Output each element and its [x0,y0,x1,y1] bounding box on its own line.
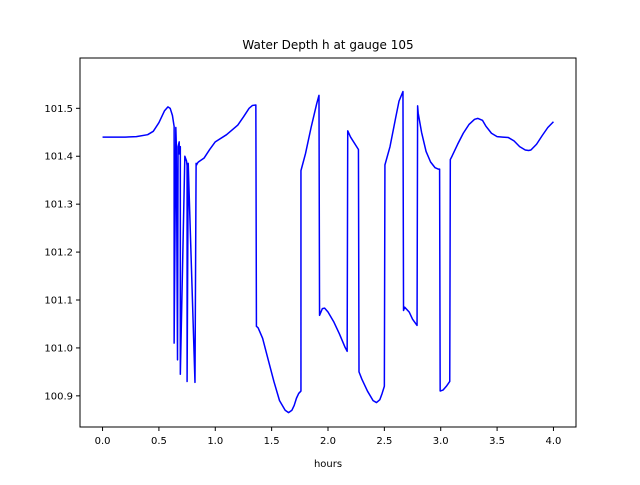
x-tick-label: 0.0 [95,436,111,447]
y-tick-label: 101.1 [44,296,73,307]
y-tick-label: 101.5 [44,104,73,115]
y-tick-label: 101.0 [44,343,73,354]
y-tick-label: 101.2 [44,248,73,259]
y-tick-label: 101.4 [44,152,73,163]
series-line-0 [102,90,554,414]
axes-frame [79,57,577,428]
x-tick-label: 3.0 [433,436,449,447]
y-axis-ticks: 100.9 101.0 101.1 101.2 101.3 101.4 101.5 [44,104,80,402]
x-tick-label: 2.5 [376,436,392,447]
x-axis-label: hours [314,459,342,470]
x-tick-label: 4.0 [546,436,562,447]
x-tick-label: 3.5 [489,436,505,447]
y-tick-label: 101.3 [44,200,73,211]
x-tick-label: 2.0 [320,436,336,447]
y-tick-label: 100.9 [44,391,73,402]
x-axis-ticks: 0.0 0.5 1.0 1.5 2.0 2.5 3.0 3.5 4.0 [95,427,562,447]
chart-title: Water Depth h at gauge 105 [242,38,413,52]
x-tick-label: 1.0 [207,436,223,447]
plot-area [102,90,554,414]
x-tick-label: 0.5 [151,436,167,447]
x-tick-label: 1.5 [264,436,280,447]
